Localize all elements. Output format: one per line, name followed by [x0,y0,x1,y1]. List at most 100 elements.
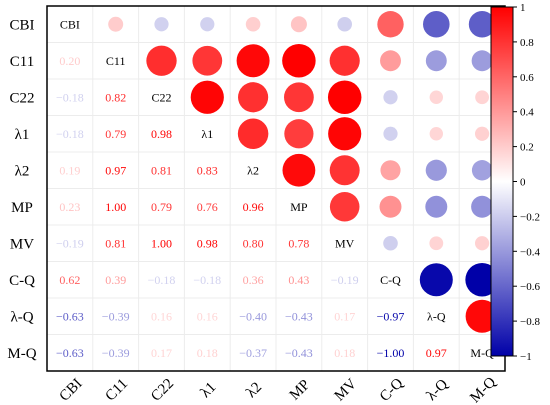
correlation-circle [329,45,360,76]
correlation-value: −0.39 [102,309,130,323]
correlation-value: 0.36 [243,273,264,287]
correlation-value: 0.20 [59,54,80,68]
correlation-value: −0.63 [56,309,84,323]
colorbar-tick-label: −0.8 [520,316,540,328]
correlation-circle [383,126,398,141]
correlation-value: −0.18 [56,90,84,104]
correlation-circle [328,117,362,151]
correlation-circle [474,126,490,141]
row-label: M-Q [7,346,36,362]
colorbar-tick-label: 0.6 [520,72,534,84]
colorbar-tick-label: −0.4 [520,246,540,258]
correlation-value: 0.81 [151,163,172,177]
correlation-value: 0.62 [59,273,80,287]
correlation-value: 0.43 [288,273,309,287]
colorbar-tick-label: 0.4 [520,107,534,119]
correlation-circle [380,160,401,181]
correlation-circle [290,16,307,33]
correlation-circle [238,82,269,113]
column-label: λ-Q [424,376,452,404]
correlation-value: −0.40 [239,309,267,323]
diagonal-label: C11 [106,54,126,68]
correlation-circle [425,50,447,72]
correlation-circle [471,195,494,218]
row-label: C11 [10,54,34,70]
correlation-value: −0.97 [377,309,405,323]
correlation-circle [465,299,499,333]
colorbar-tick-label: −0.6 [520,281,540,293]
correlation-circle [245,16,261,32]
correlation-value: −0.43 [285,309,313,323]
correlation-value: 0.82 [105,90,126,104]
diagonal-label: λ1 [201,127,213,141]
correlation-value: 0.79 [151,200,172,214]
correlation-circle [337,16,353,32]
correlation-circle [465,263,499,297]
correlation-circle [425,159,447,181]
correlation-circle [284,119,314,149]
correlation-circle [379,195,402,218]
column-label: C11 [103,376,132,405]
colorbar-tick-label: 0.8 [520,37,534,49]
row-label: λ2 [15,163,30,179]
colorbar-tick-label: 0.2 [520,142,534,154]
correlation-value: 0.81 [105,236,126,250]
colorbar [490,6,514,357]
correlation-value: 0.80 [243,236,264,250]
correlation-value: −0.19 [56,236,84,250]
correlation-circle [423,10,450,38]
diagonal-label: MP [290,200,308,214]
correlation-circle [284,82,314,113]
correlation-value: −0.63 [56,346,84,360]
correlation-value: 0.17 [151,346,172,360]
correlation-circle [475,90,490,105]
correlation-circle [108,16,124,32]
correlation-value: −0.18 [56,127,84,141]
correlation-value: 0.96 [243,200,264,214]
correlation-value: 0.39 [105,273,126,287]
correlation-circle [471,160,493,181]
correlation-value: −0.43 [285,346,313,360]
correlation-circle [474,236,490,251]
correlation-circle [468,10,496,38]
correlation-value: 0.19 [59,163,80,177]
diagonal-label: λ-Q [427,309,446,323]
correlation-circle [327,80,362,114]
correlation-value: 0.98 [151,127,172,141]
diagonal-label: C-Q [380,273,401,287]
correlation-circle [429,90,443,104]
correlation-value: 0.17 [334,309,355,323]
correlation-circle [154,17,169,32]
row-label: MV [10,236,34,252]
diagonal-label: C22 [151,90,171,104]
colorbar-tick-label: 0 [520,177,526,189]
correlation-value: 0.18 [334,346,355,360]
correlation-value: 0.98 [197,236,218,250]
diagonal-label: MV [335,236,355,250]
colorbar-tick-label: −1 [520,351,532,363]
correlation-value: 0.18 [197,346,218,360]
correlation-circle [429,236,444,251]
correlation-circle [329,191,360,222]
correlation-value: 0.79 [105,127,126,141]
correlation-value: −0.19 [331,273,359,287]
correlation-circle [190,80,224,114]
colorbar-tick-label: −0.2 [520,211,540,223]
correlation-value: 0.83 [197,163,218,177]
correlation-circle [383,235,398,251]
correlation-value: −0.18 [148,273,176,287]
correlation-value: −0.18 [193,273,221,287]
correlation-circle [419,263,453,297]
correlation-value: 0.97 [426,346,447,360]
correlation-circle [380,50,401,72]
column-label: λ2 [243,379,265,401]
correlation-value: 0.16 [197,309,218,323]
row-label: C-Q [9,273,35,289]
column-label: C22 [148,376,177,405]
row-label: MP [11,200,33,216]
correlation-circle [237,118,269,150]
row-label: C22 [9,90,34,106]
row-label: λ-Q [10,309,33,325]
correlation-circle [192,45,223,76]
